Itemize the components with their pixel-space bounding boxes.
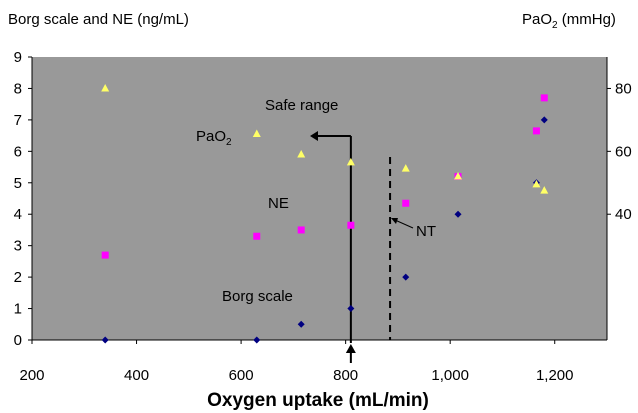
ne-point xyxy=(101,251,109,259)
pao2-label-sub: 2 xyxy=(226,137,232,148)
ne-point xyxy=(540,94,548,102)
y-left-tick-label: 1 xyxy=(14,301,22,318)
y-right-title-main: PaO xyxy=(522,11,552,28)
y-left-tick-label: 0 xyxy=(14,332,22,349)
x-tick-label: 400 xyxy=(124,367,149,384)
safe-range-label: Safe range xyxy=(265,97,338,114)
x-tick-label: 1,200 xyxy=(536,367,574,384)
pao2-point xyxy=(252,129,261,138)
plot-area xyxy=(32,57,607,340)
pao2-point xyxy=(401,164,410,172)
x-tick-label: 1,000 xyxy=(431,367,469,384)
y-right-tick-label: 80 xyxy=(615,80,632,97)
pao2-point xyxy=(532,179,541,188)
y-left-tick-label: 8 xyxy=(14,80,22,97)
pao2-label-main: PaO xyxy=(196,128,226,145)
y-left-tick-label: 2 xyxy=(14,269,22,286)
y-left-tick-label: 7 xyxy=(14,112,22,129)
y-right-title-unit: (mmHg) xyxy=(558,11,616,28)
y-right-tick-label: 60 xyxy=(615,143,632,160)
safe-range-arrow-head xyxy=(345,344,356,353)
x-tick-label: 200 xyxy=(19,367,44,384)
axes xyxy=(28,56,611,344)
borg-point xyxy=(454,210,462,218)
ne-point xyxy=(297,226,305,234)
pao2-series-label: PaO2 xyxy=(196,128,232,148)
x-axis-title: Oxygen uptake (mL/min) xyxy=(207,390,429,411)
ne-point xyxy=(532,127,540,135)
borg-series-label: Borg scale xyxy=(222,288,293,305)
data-points xyxy=(101,83,549,344)
tick-labels: 0 1 2 3 4 5 6 7 8 9 40 60 80 200 400 600 800 1,000 1,200 xyxy=(14,49,632,384)
y-right-axis-title: PaO2 (mmHg) xyxy=(522,11,616,31)
nt-label: NT xyxy=(416,223,436,240)
y-left-tick-label: 4 xyxy=(14,206,22,223)
x-tick-label: 600 xyxy=(229,367,254,384)
ne-point xyxy=(347,221,355,229)
pao2-arrow-head xyxy=(310,131,318,141)
y-left-tick-label: 9 xyxy=(14,49,22,66)
y-left-tick-label: 5 xyxy=(14,175,22,192)
borg-point xyxy=(540,116,548,124)
y-right-title-sub: 2 xyxy=(552,20,558,31)
pao2-point xyxy=(101,83,110,92)
nt-pointer-line xyxy=(394,219,414,229)
axis-titles: Borg scale and NE (ng/mL) PaO2 (mmHg) Ox… xyxy=(8,11,616,411)
borg-point xyxy=(297,320,305,328)
y-left-tick-label: 3 xyxy=(14,238,22,255)
nt-pointer-head xyxy=(391,218,398,224)
annotations: Safe range NT PaO2 NE Borg scale xyxy=(196,97,436,363)
y-left-axis-title: Borg scale and NE (ng/mL) xyxy=(8,11,189,28)
ne-point xyxy=(402,199,410,207)
borg-point xyxy=(101,336,109,344)
borg-point xyxy=(402,273,410,281)
pao2-point xyxy=(454,171,463,180)
borg-point xyxy=(253,336,261,344)
y-left-tick-label: 6 xyxy=(14,143,22,160)
ne-series-label: NE xyxy=(268,195,289,212)
borg-point xyxy=(347,305,355,313)
pao2-point xyxy=(540,186,549,194)
x-tick-label: 800 xyxy=(333,367,358,384)
ne-point xyxy=(253,232,261,240)
pao2-point xyxy=(346,157,355,166)
pao2-point xyxy=(297,149,306,158)
y-right-tick-label: 40 xyxy=(615,206,632,223)
